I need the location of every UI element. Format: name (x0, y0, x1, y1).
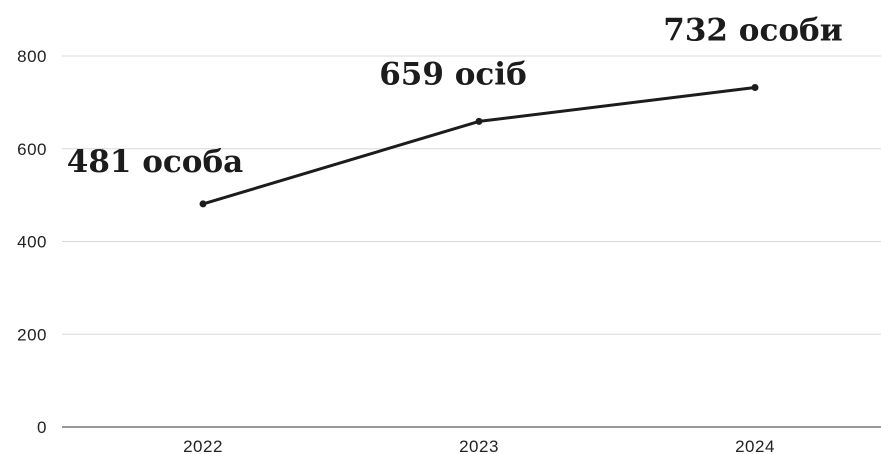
x-axis-ticks: 2022 2023 2024 (183, 437, 775, 454)
y-tick-label-400: 400 (17, 233, 47, 252)
y-tick-label-200: 200 (17, 325, 47, 344)
y-tick-label-0: 0 (37, 418, 47, 437)
data-labels: 481 особа 659 осіб 732 особи (67, 13, 843, 180)
data-label-2023: 659 осіб (379, 56, 527, 92)
data-label-2024: 732 особи (663, 13, 842, 49)
data-point-2023 (475, 117, 483, 125)
y-axis-ticks: 0 200 400 600 800 (17, 47, 47, 437)
x-tick-label-2022: 2022 (183, 437, 223, 454)
data-label-2022: 481 особа (67, 144, 244, 180)
x-tick-label-2024: 2024 (735, 437, 775, 454)
data-point-2022 (199, 200, 207, 208)
data-points (199, 84, 759, 208)
x-tick-label-2023: 2023 (459, 437, 499, 454)
data-point-2024 (751, 84, 759, 92)
y-tick-label-600: 600 (17, 140, 47, 159)
grid-lines (62, 55, 881, 335)
y-tick-label-800: 800 (17, 47, 47, 66)
series-line (201, 86, 757, 206)
